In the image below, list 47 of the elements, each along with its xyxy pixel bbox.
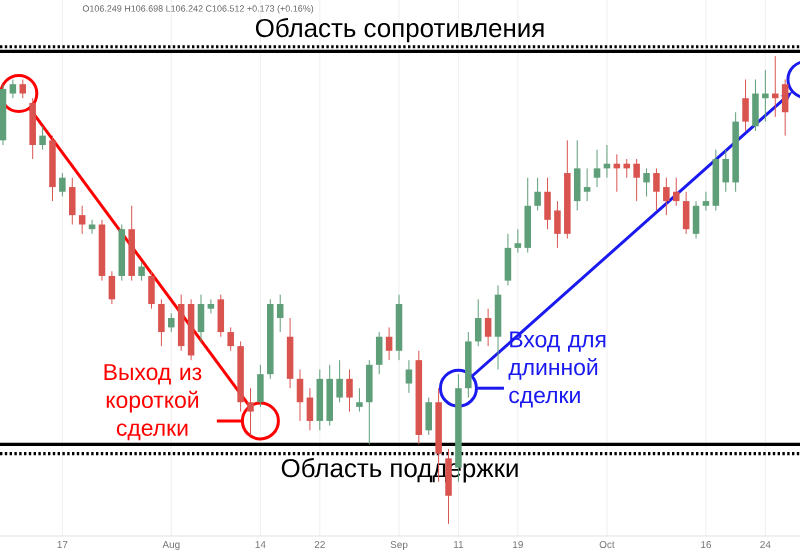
candlestick (405, 359, 413, 394)
candlestick (306, 387, 314, 431)
candlestick (128, 205, 135, 282)
candlestick (227, 326, 234, 352)
candlestick (395, 294, 403, 361)
candlestick (59, 172, 66, 197)
candlestick (118, 224, 126, 282)
candlestick (286, 317, 294, 389)
candlestick (29, 97, 36, 160)
candlestick (346, 368, 353, 413)
candlestick (494, 284, 502, 370)
candlestick (158, 298, 165, 347)
candlestick (108, 270, 116, 305)
candlestick (692, 200, 700, 240)
candlestick (69, 177, 76, 225)
candlestick (217, 294, 225, 338)
candlestick (78, 205, 86, 235)
candlestick (593, 149, 601, 188)
candlestick (168, 312, 175, 333)
candlestick (19, 79, 27, 99)
candlestick (366, 359, 373, 445)
candlestick (742, 79, 749, 132)
candlestick (356, 387, 363, 413)
candlestick (682, 191, 690, 235)
candlestick (9, 79, 17, 99)
ref-line-label: Область сопротивления (255, 17, 544, 43)
candlestick (197, 294, 205, 342)
candlestick (39, 125, 46, 151)
candlestick (484, 308, 492, 347)
candlestick (474, 298, 482, 347)
candlestick (504, 233, 512, 286)
candlestick (177, 294, 185, 352)
annotation: Выход из короткой сделки (104, 364, 202, 441)
candlestick (296, 368, 304, 422)
candlestick (465, 331, 472, 399)
candlestick (207, 298, 215, 314)
annotation: Вход для длинной сделки (508, 331, 606, 408)
candlestick (375, 331, 383, 375)
candlestick (49, 135, 56, 202)
candlestick (425, 397, 432, 436)
candlestick (643, 167, 650, 197)
candlestick (702, 191, 710, 211)
candlestick (534, 177, 541, 211)
candlestick (148, 270, 155, 310)
candlestick (385, 326, 393, 361)
candlestick (138, 261, 145, 282)
candlestick (257, 364, 264, 408)
